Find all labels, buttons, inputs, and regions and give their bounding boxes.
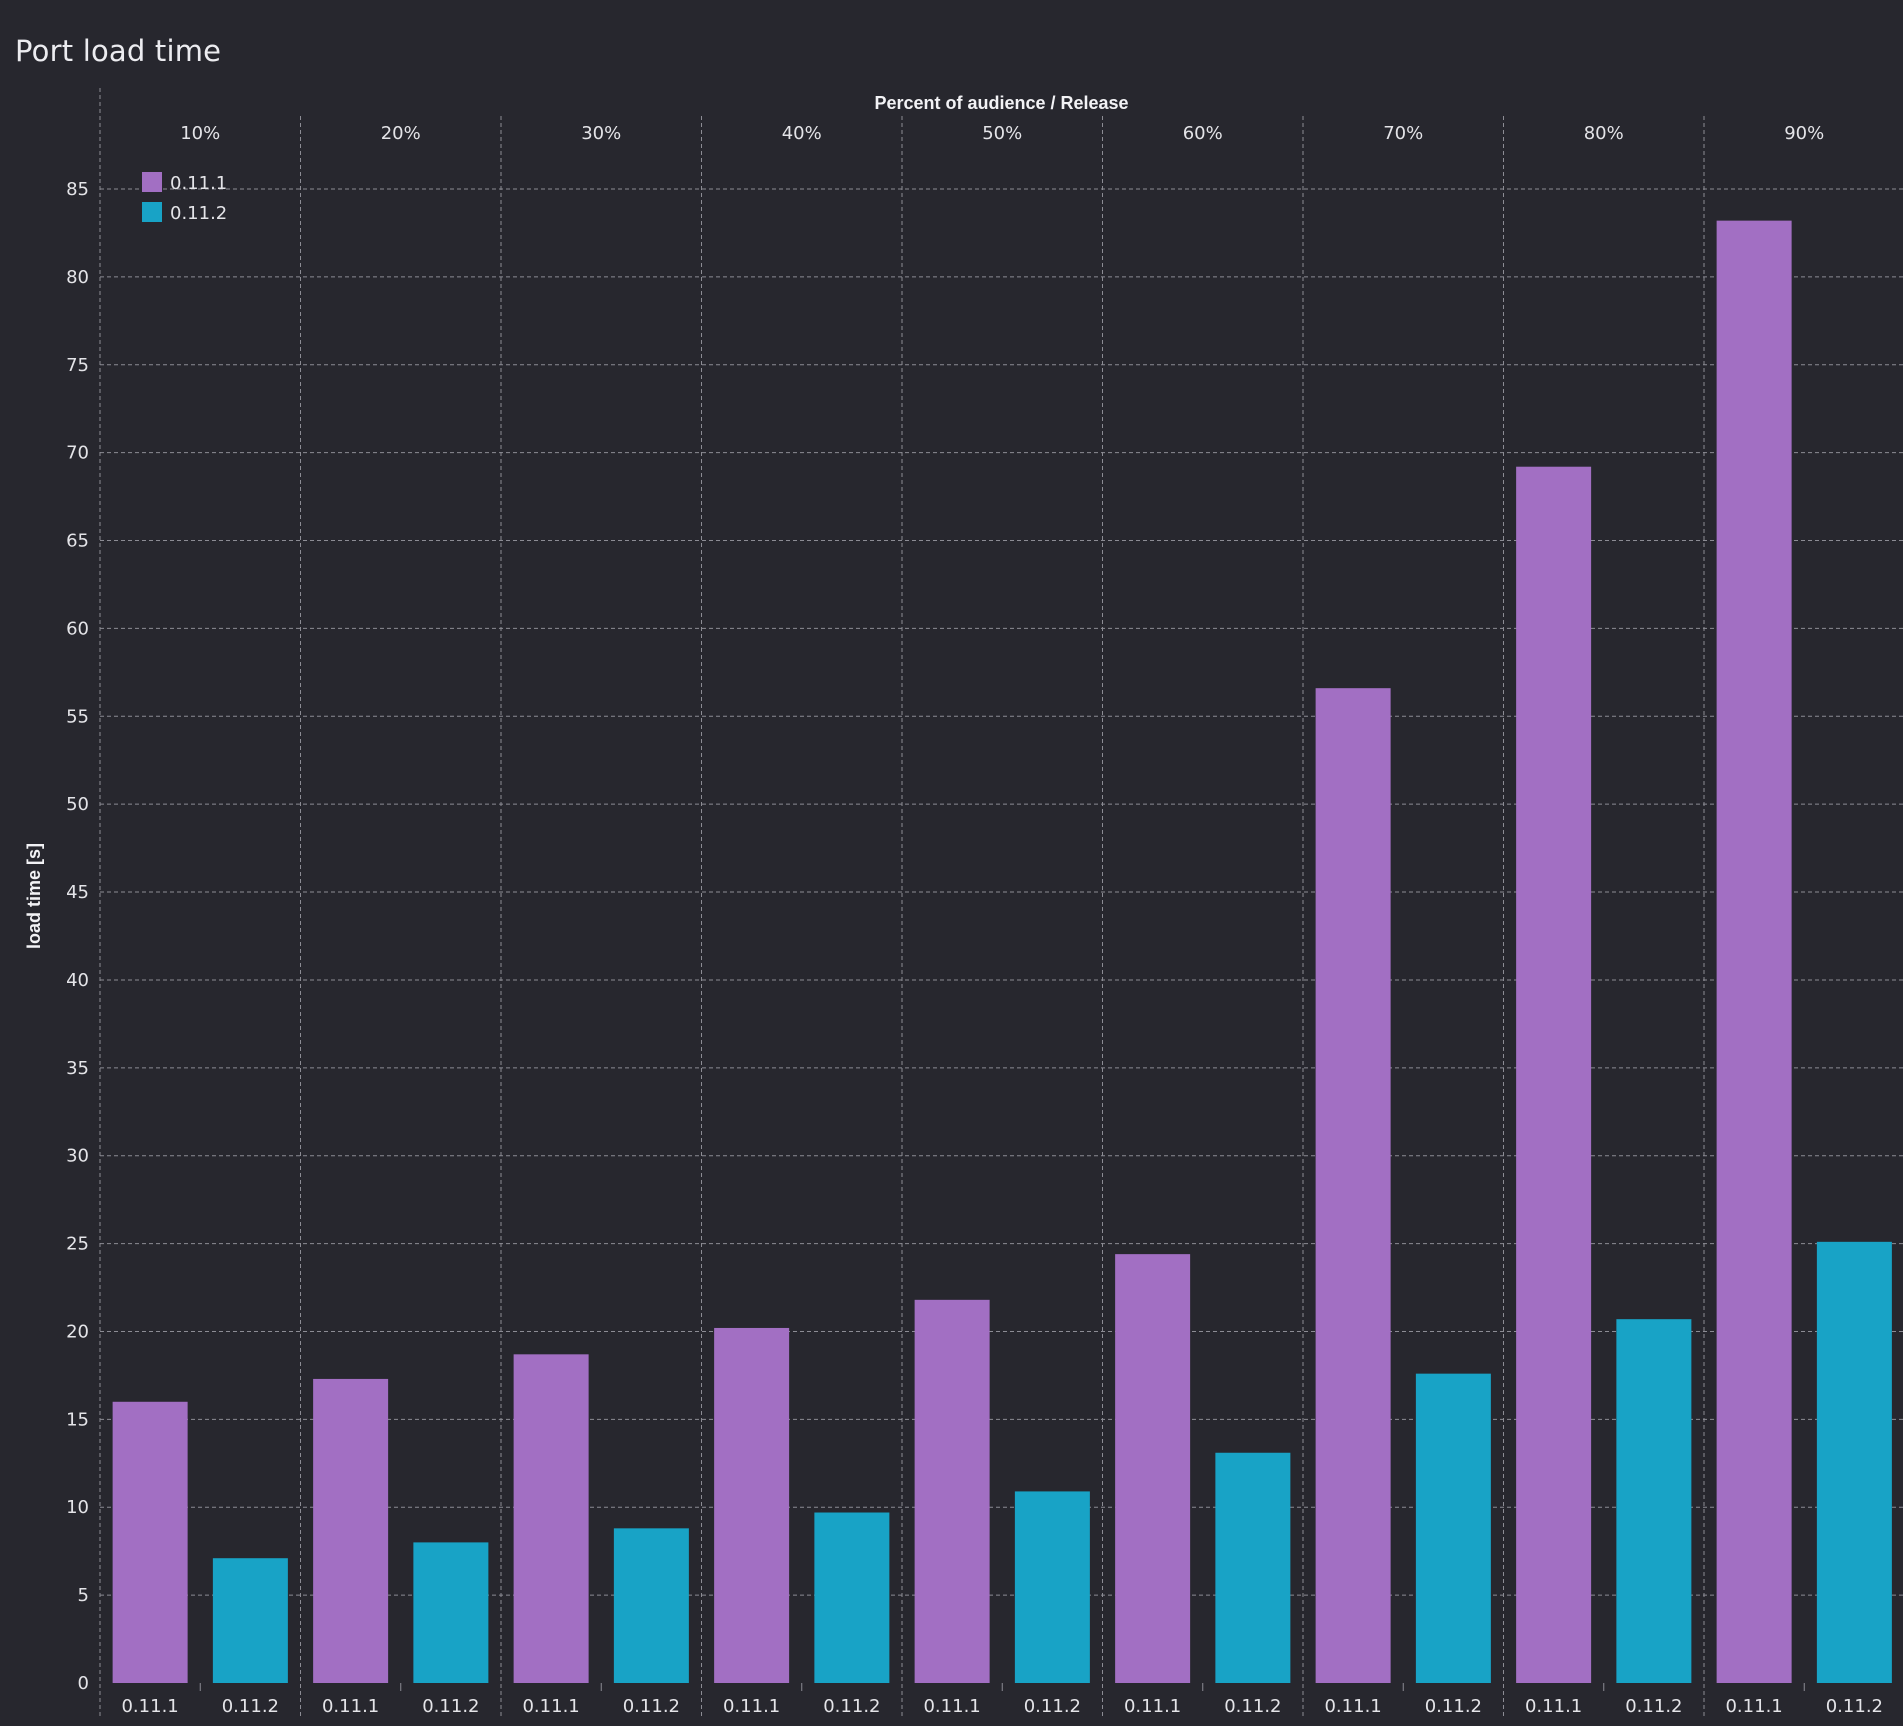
legend-swatch <box>142 172 162 192</box>
bar <box>513 1354 589 1683</box>
bar <box>112 1401 188 1683</box>
category-label: 40% <box>782 123 822 144</box>
bar <box>212 1558 288 1683</box>
y-tick-label: 55 <box>66 706 89 727</box>
grid-lines <box>99 88 1903 1716</box>
series-tick-label: 0.11.2 <box>422 1696 479 1717</box>
y-tick-label: 75 <box>66 355 89 376</box>
bar <box>814 1512 890 1683</box>
y-tick-label: 65 <box>66 531 89 552</box>
series-tick-label: 0.11.1 <box>1324 1696 1381 1717</box>
series-tick-label: 0.11.1 <box>121 1696 178 1717</box>
legend-swatch <box>142 202 162 222</box>
bar <box>714 1327 790 1683</box>
bar <box>1616 1319 1692 1683</box>
category-label: 10% <box>180 123 220 144</box>
bars <box>112 220 1892 1683</box>
y-axis-title: load time [s] <box>24 843 44 949</box>
y-tick-label: 20 <box>66 1321 89 1342</box>
axis-labels: 0 5 10 15 20 25 30 35 40 45 50 55 60 65 70 75 80 85 Percen… <box>24 93 1883 1717</box>
bar <box>1415 1373 1491 1683</box>
series-tick-label: 0.11.1 <box>1725 1696 1782 1717</box>
series-tick-label: 0.11.2 <box>823 1696 880 1717</box>
bar <box>1816 1241 1892 1683</box>
series-tick-label: 0.11.2 <box>1024 1696 1081 1717</box>
bar <box>1516 466 1592 1683</box>
y-tick-label: 30 <box>66 1146 89 1167</box>
y-tick-label: 45 <box>66 882 89 903</box>
y-tick-label: 5 <box>78 1585 89 1606</box>
y-tick-label: 60 <box>66 618 89 639</box>
bar <box>313 1378 389 1683</box>
series-tick-label: 0.11.1 <box>723 1696 780 1717</box>
bar <box>613 1528 689 1683</box>
series-tick-label: 0.11.2 <box>1425 1696 1482 1717</box>
legend-label: 0.11.2 <box>170 203 227 224</box>
series-tick-label: 0.11.1 <box>923 1696 980 1717</box>
y-tick-label: 25 <box>66 1234 89 1255</box>
bar <box>1315 688 1391 1683</box>
bar <box>1716 220 1792 1683</box>
category-label: 90% <box>1784 123 1824 144</box>
series-tick-label: 0.11.2 <box>1224 1696 1281 1717</box>
bar <box>1115 1254 1191 1683</box>
y-tick-label: 10 <box>66 1497 89 1518</box>
category-label: 20% <box>381 123 421 144</box>
series-tick-label: 0.11.2 <box>222 1696 279 1717</box>
bar <box>914 1299 990 1683</box>
y-tick-label: 70 <box>66 443 89 464</box>
y-tick-label: 85 <box>66 179 89 200</box>
category-label: 50% <box>982 123 1022 144</box>
legend-label: 0.11.1 <box>170 173 227 194</box>
chart-title: Port load time <box>15 34 222 68</box>
bar <box>1215 1452 1291 1683</box>
series-tick-label: 0.11.2 <box>1625 1696 1682 1717</box>
category-label: 60% <box>1183 123 1223 144</box>
bar <box>1014 1491 1090 1683</box>
series-tick-label: 0.11.2 <box>623 1696 680 1717</box>
category-label: 30% <box>581 123 621 144</box>
category-label: 70% <box>1383 123 1423 144</box>
top-axis-title: Percent of audience / Release <box>874 93 1128 113</box>
series-tick-label: 0.11.2 <box>1826 1696 1883 1717</box>
y-tick-label: 35 <box>66 1058 89 1079</box>
series-tick-label: 0.11.1 <box>522 1696 579 1717</box>
y-tick-label: 15 <box>66 1409 89 1430</box>
bar <box>413 1542 489 1683</box>
series-tick-label: 0.11.1 <box>1525 1696 1582 1717</box>
legend: 0.11.1 0.11.2 <box>142 172 227 224</box>
y-tick-label: 80 <box>66 267 89 288</box>
series-tick-label: 0.11.1 <box>1124 1696 1181 1717</box>
series-tick-label: 0.11.1 <box>322 1696 379 1717</box>
y-tick-label: 40 <box>66 970 89 991</box>
y-tick-label: 50 <box>66 794 89 815</box>
y-tick-label: 0 <box>78 1673 89 1694</box>
category-label: 80% <box>1584 123 1624 144</box>
